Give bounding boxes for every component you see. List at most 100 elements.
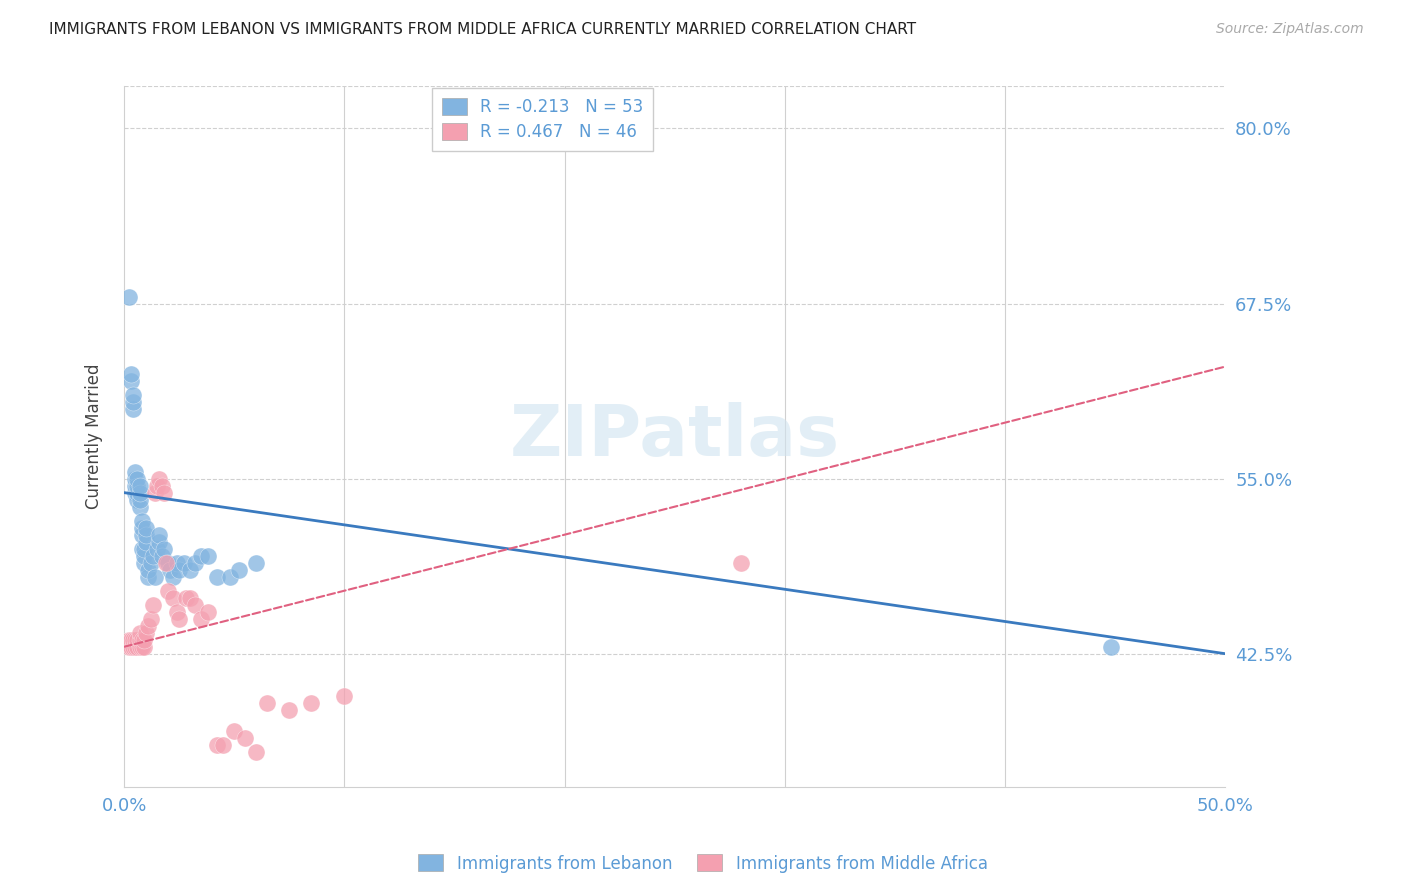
Point (122, 632, 145, 647)
Point (131, 541, 153, 556)
Point (245, 745, 267, 759)
Point (132, 549, 155, 563)
Point (190, 549, 212, 563)
Point (174, 591, 197, 605)
Point (224, 723, 246, 738)
Point (197, 549, 219, 563)
Text: ZIPatlas: ZIPatlas (510, 402, 839, 471)
Text: Source: ZipAtlas.com: Source: ZipAtlas.com (1216, 22, 1364, 37)
Point (128, 625, 150, 640)
Point (127, 472, 149, 486)
Point (117, 289, 139, 303)
Point (122, 387, 145, 401)
Point (179, 591, 201, 605)
Point (135, 625, 157, 640)
Point (148, 534, 170, 549)
Legend: R = -0.213   N = 53, R = 0.467   N = 46: R = -0.213 N = 53, R = 0.467 N = 46 (432, 87, 654, 151)
Point (138, 563, 160, 577)
Point (127, 632, 149, 647)
Point (122, 394, 145, 409)
Point (278, 703, 301, 717)
Point (132, 632, 155, 647)
Point (299, 696, 322, 710)
Point (166, 556, 188, 570)
Point (150, 478, 173, 492)
Point (152, 541, 174, 556)
Point (131, 632, 153, 647)
Point (132, 541, 155, 556)
Point (124, 485, 146, 500)
Point (197, 605, 219, 619)
Point (155, 556, 177, 570)
Point (127, 485, 149, 500)
Point (127, 478, 149, 492)
Y-axis label: Currently Married: Currently Married (86, 364, 103, 509)
Point (131, 640, 153, 654)
Point (124, 632, 146, 647)
Point (122, 401, 145, 416)
Point (124, 472, 146, 486)
Point (190, 612, 212, 626)
Point (179, 563, 201, 577)
Point (167, 612, 190, 626)
Point (245, 556, 267, 570)
Point (146, 541, 169, 556)
Point (183, 556, 205, 570)
Point (132, 556, 155, 570)
Point (146, 478, 169, 492)
Point (333, 689, 356, 703)
Point (128, 485, 150, 500)
Point (228, 563, 250, 577)
Point (159, 563, 181, 577)
Point (127, 640, 149, 654)
Point (138, 618, 160, 632)
Point (162, 570, 184, 584)
Point (1099, 640, 1122, 654)
Point (128, 500, 150, 514)
Point (150, 549, 173, 563)
Point (128, 640, 150, 654)
Point (212, 738, 235, 752)
Point (120, 632, 142, 647)
Point (124, 478, 146, 492)
Point (131, 527, 153, 541)
Point (157, 583, 180, 598)
Text: IMMIGRANTS FROM LEBANON VS IMMIGRANTS FROM MIDDLE AFRICA CURRENTLY MARRIED CORRE: IMMIGRANTS FROM LEBANON VS IMMIGRANTS FR… (49, 22, 917, 37)
Point (139, 612, 162, 626)
Point (148, 472, 170, 486)
Point (139, 556, 162, 570)
Point (157, 556, 180, 570)
Point (120, 640, 142, 654)
Point (148, 527, 170, 541)
Point (166, 605, 188, 619)
Point (132, 640, 155, 654)
Point (131, 521, 153, 535)
Point (233, 731, 256, 745)
Point (124, 640, 146, 654)
Point (730, 556, 752, 570)
Point (173, 556, 195, 570)
Point (143, 485, 166, 500)
Point (128, 492, 150, 507)
Point (127, 492, 149, 507)
Point (117, 632, 139, 647)
Point (135, 527, 157, 541)
Point (128, 632, 150, 647)
Point (120, 367, 142, 381)
Point (152, 485, 174, 500)
Point (117, 640, 139, 654)
Point (205, 738, 228, 752)
Point (135, 521, 157, 535)
Point (122, 640, 145, 654)
Point (120, 374, 142, 388)
Point (138, 570, 160, 584)
Point (142, 549, 165, 563)
Point (256, 696, 278, 710)
Point (167, 563, 190, 577)
Point (183, 598, 205, 612)
Point (131, 514, 153, 528)
Legend: Immigrants from Lebanon, Immigrants from Middle Africa: Immigrants from Lebanon, Immigrants from… (412, 847, 994, 880)
Point (162, 591, 184, 605)
Point (218, 570, 240, 584)
Point (143, 570, 166, 584)
